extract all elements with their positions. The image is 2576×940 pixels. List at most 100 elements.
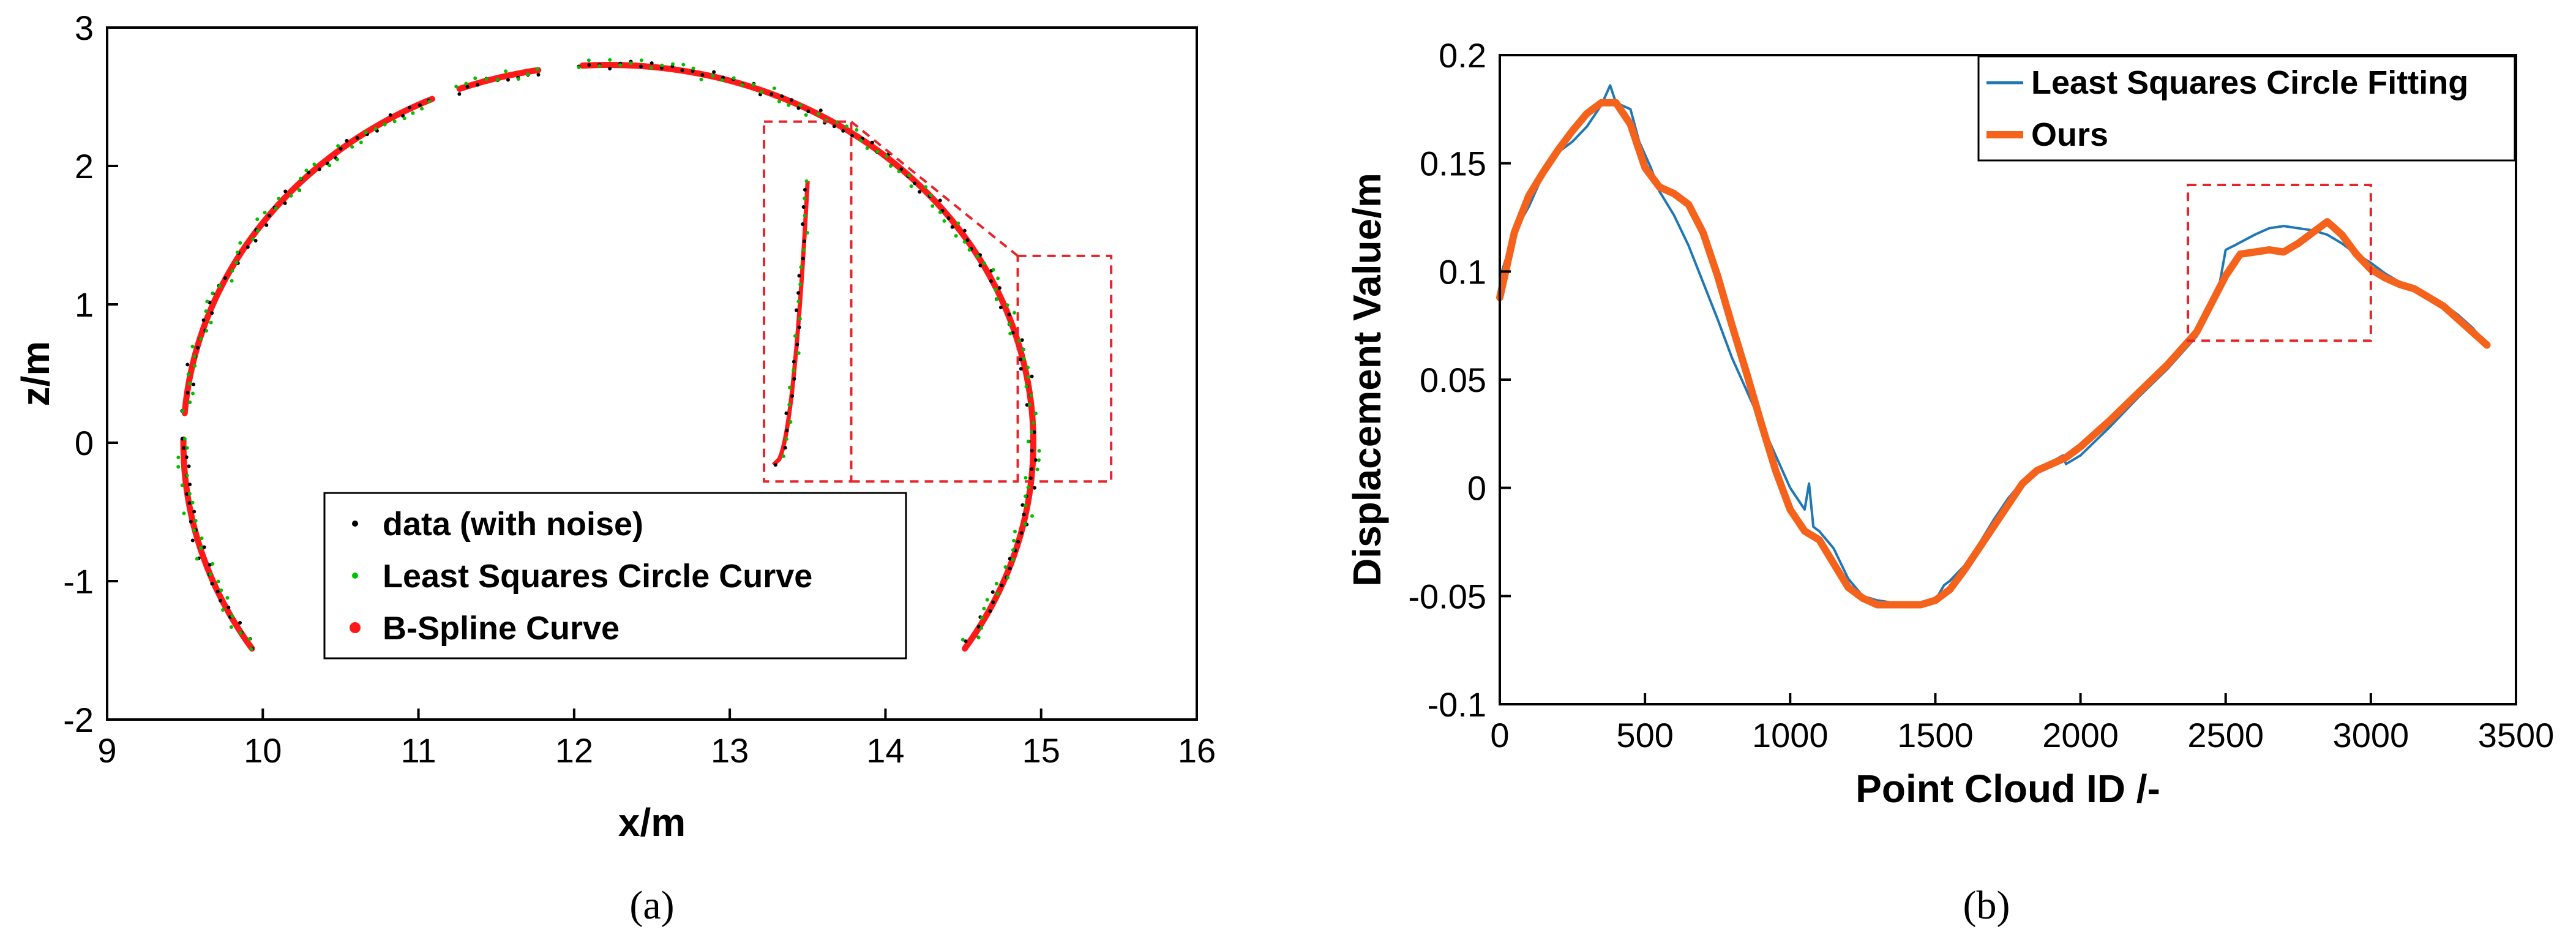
panel-a-xtick-label: 11: [401, 731, 436, 770]
noise-data-point: [990, 590, 995, 594]
noise-data-point: [965, 238, 970, 243]
inset-data-point: [798, 282, 803, 287]
noise-data-point: [506, 78, 511, 82]
noise-data-point: [913, 181, 917, 186]
inset-data-point: [797, 325, 801, 329]
least-squares-point: [350, 145, 354, 149]
noise-data-point: [264, 223, 269, 227]
noise-data-point: [457, 92, 462, 96]
inset-data-point: [803, 187, 807, 192]
noise-data-point: [991, 600, 995, 604]
noise-data-point: [417, 103, 422, 107]
least-squares-point: [359, 140, 363, 145]
least-squares-point: [1026, 485, 1030, 489]
inset-data-point: [788, 419, 793, 424]
panel-a-inset-box: [763, 120, 853, 483]
noise-data-point: [700, 73, 705, 77]
noise-data-point: [997, 286, 1002, 290]
least-squares-point: [186, 372, 190, 377]
panel-a-marks: [176, 58, 1113, 652]
least-squares-point: [304, 168, 309, 173]
least-squares-point: [192, 528, 197, 533]
least-squares-point: [181, 409, 185, 413]
panel-b-ylabel: Displacement Value/m: [1345, 173, 1389, 587]
least-squares-point: [188, 382, 192, 386]
inset-data-point: [788, 385, 792, 389]
least-squares-point: [185, 446, 189, 450]
least-squares-point: [1006, 576, 1010, 580]
least-squares-point: [235, 250, 239, 255]
noise-data-point: [227, 605, 231, 609]
least-squares-point: [250, 237, 255, 241]
least-squares-point: [219, 588, 223, 592]
noise-data-point: [283, 189, 288, 194]
least-squares-point: [216, 579, 220, 584]
noise-data-point: [938, 198, 942, 203]
least-squares-point: [182, 437, 187, 441]
noise-data-point: [946, 216, 951, 220]
noise-data-point: [187, 464, 191, 468]
panel-a-ytick-label: 2: [75, 147, 94, 186]
least-squares-point: [185, 473, 189, 478]
least-squares-point: [875, 149, 880, 154]
noise-data-point: [268, 214, 272, 218]
least-squares-point: [454, 85, 459, 89]
panel-b-ytick-label: 0: [1467, 469, 1486, 508]
least-squares-point: [208, 572, 212, 576]
legend-marker-bspline: [350, 622, 361, 633]
least-squares-point: [930, 204, 935, 208]
least-squares-point: [1023, 522, 1027, 526]
inset-data-point: [796, 299, 801, 304]
noise-data-point: [780, 94, 784, 99]
least-squares-point: [759, 90, 763, 94]
least-squares-point: [193, 355, 197, 359]
least-squares-point: [995, 592, 1000, 596]
panel-b-ytick-label: 0.1: [1439, 252, 1486, 291]
noise-data-point: [950, 225, 954, 229]
bspline-arc-segment: [579, 62, 1037, 652]
least-squares-point: [639, 58, 643, 62]
least-squares-point: [732, 76, 736, 80]
least-squares-point: [187, 492, 192, 496]
least-squares-point: [255, 217, 260, 222]
least-squares-point: [464, 81, 468, 86]
inset-data-point: [783, 446, 787, 450]
least-squares-point: [982, 606, 986, 611]
panel-a-ylabel: z/m: [13, 341, 58, 407]
noise-data-point: [219, 598, 223, 603]
least-squares-point: [420, 107, 424, 111]
inset-data-point: [803, 196, 807, 200]
least-squares-point: [249, 647, 253, 651]
least-squares-point: [976, 254, 980, 258]
least-squares-point: [238, 241, 242, 245]
least-squares-point: [328, 164, 332, 168]
inset-data-point: [781, 454, 785, 459]
least-squares-point: [230, 279, 234, 283]
least-squares-point: [929, 194, 933, 198]
noise-data-point: [976, 625, 981, 629]
least-squares-point: [312, 162, 316, 167]
least-squares-point: [176, 455, 181, 459]
least-squares-point: [711, 73, 715, 78]
inset-data-point: [803, 214, 807, 218]
panel-a-legend: data (with noise) Least Squares Circle C…: [323, 492, 907, 660]
least-squares-point: [211, 291, 215, 296]
least-squares-point: [1011, 557, 1015, 562]
noise-data-point: [1033, 458, 1038, 462]
noise-data-point: [190, 538, 195, 543]
least-squares-point: [392, 119, 397, 124]
inset-data-point: [804, 179, 809, 183]
least-squares-point: [597, 64, 602, 68]
least-squares-point: [577, 66, 581, 70]
least-squares-point: [1023, 503, 1027, 508]
least-squares-point: [1035, 467, 1039, 472]
bspline-arc-segment: [456, 67, 542, 92]
panel-a-zoom-box: [1016, 254, 1113, 483]
noise-data-point: [998, 305, 1003, 309]
least-squares-point: [484, 77, 489, 81]
least-squares-point: [187, 400, 192, 404]
inset-data-point: [790, 394, 795, 398]
inset-data-point: [784, 437, 788, 442]
panel-b-legend: Least Squares Circle Fitting Ours: [1977, 55, 2516, 162]
